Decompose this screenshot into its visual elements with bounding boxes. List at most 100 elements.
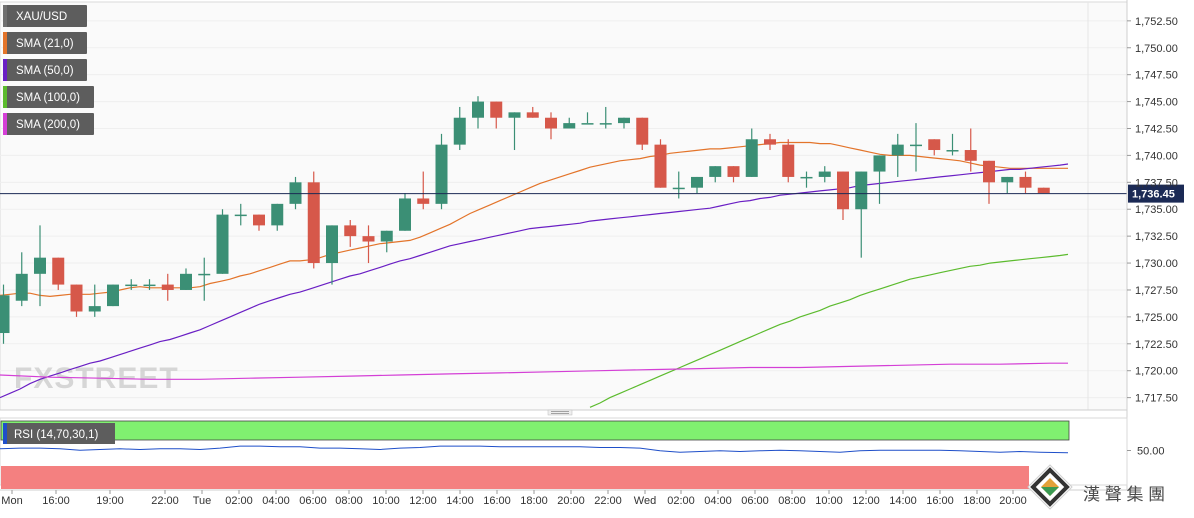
legend-item[interactable]: SMA (200,0) [3, 113, 94, 135]
y-tick-label: 1,735.00 [1135, 204, 1178, 216]
candles [0, 96, 1050, 344]
legend-item[interactable]: SMA (50,0) [3, 59, 87, 81]
rsi-line [0, 445, 1069, 454]
y-tick-label: 1,727.50 [1135, 285, 1178, 297]
y-tick-label: 1,717.50 [1135, 393, 1178, 405]
y-tick-label: 1,737.50 [1135, 177, 1178, 189]
candle [818, 166, 831, 183]
candle [946, 133, 959, 156]
legend-swatch [3, 5, 7, 27]
candle-body [837, 171, 849, 210]
candle [636, 117, 649, 151]
x-tick-label: 12:00 [409, 495, 437, 507]
legend-bg [3, 113, 94, 135]
y-tick-label: 1,732.50 [1135, 231, 1178, 243]
candle-body [508, 112, 521, 118]
candle-body [453, 117, 466, 145]
candle-body [234, 214, 247, 217]
candle-body [727, 166, 740, 177]
candle-body [161, 284, 174, 290]
candle [289, 176, 302, 210]
legend-label: SMA (50,0) [16, 65, 74, 77]
y-tick-label: 1,722.50 [1135, 339, 1178, 351]
legend-bg [3, 86, 94, 108]
candle [1019, 171, 1032, 194]
price-line: 1,736.45 [0, 184, 1184, 203]
legend-bg [3, 59, 87, 81]
candle-body [1037, 187, 1050, 194]
legend-item[interactable]: XAU/USD [3, 5, 87, 27]
candle-body [0, 295, 10, 334]
sma-line-sma-21-0- [0, 141, 1068, 298]
candle-body [636, 117, 649, 145]
candle [691, 176, 703, 194]
y-tick-label: 1,752.50 [1135, 16, 1178, 28]
x-tick-label: 20:00 [557, 495, 585, 507]
candle-body [800, 176, 813, 179]
legend-swatch [3, 113, 7, 135]
rsi-legend-label: RSI (14,70,30,1) [14, 429, 99, 441]
candle [417, 171, 430, 210]
candle [52, 257, 65, 290]
candle [399, 193, 411, 231]
last-price-badge [1128, 184, 1184, 203]
x-tick-label: 02:00 [667, 495, 695, 507]
legend-item[interactable]: SMA (21,0) [3, 32, 87, 54]
candle-body [855, 171, 868, 210]
candle-body [380, 230, 393, 242]
candle [526, 106, 539, 118]
rsi-legend-bg [3, 423, 115, 444]
candle [453, 106, 466, 151]
candle [271, 203, 284, 231]
candle-body [125, 284, 138, 287]
legend-item[interactable]: SMA (100,0) [3, 86, 94, 108]
candle [800, 171, 813, 188]
x-tick-label: 06:00 [741, 495, 769, 507]
candle-body [216, 214, 229, 274]
candle [107, 284, 119, 307]
x-tick-label: Mon [1, 495, 22, 507]
x-tick-label: 10:00 [815, 495, 843, 507]
legend[interactable]: XAU/USD SMA (21,0) SMA (50,0) SMA (100,0) SM… [3, 5, 94, 135]
y-tick-label: 1,725.00 [1135, 312, 1178, 324]
candle [873, 155, 886, 204]
x-tick-label: 04:00 [262, 495, 290, 507]
pane-divider[interactable] [0, 409, 1127, 416]
candle-body [1001, 176, 1014, 183]
candle-body [526, 112, 539, 118]
candle-body [654, 144, 667, 188]
legend-swatch [3, 86, 7, 108]
x-tick-label: 10:00 [372, 495, 400, 507]
pane-resize-handle[interactable] [547, 409, 573, 416]
candle [34, 225, 46, 307]
candle-body [435, 144, 448, 204]
candle [855, 171, 868, 258]
candle-body [709, 166, 722, 177]
candle-body [818, 171, 831, 177]
candle-body [691, 176, 703, 188]
brand-text: 漢 聲 集 團 [1083, 485, 1165, 504]
rsi-oversold-band [1, 466, 1029, 489]
y-tick-label: 1,745.00 [1135, 97, 1178, 109]
candle [125, 279, 138, 290]
x-tick-label: 22:00 [151, 495, 179, 507]
sma-line-sma-100-0- [589, 253, 1069, 408]
candle-body [198, 273, 211, 276]
legend-swatch [3, 32, 7, 54]
candle [253, 214, 265, 231]
candle [216, 209, 229, 274]
candle-body [599, 123, 612, 125]
y-tick-label: 1,720.00 [1135, 366, 1178, 378]
legend-swatch [3, 59, 7, 81]
rsi-pane: RSI (14,70,30,1) 50.00 [0, 417, 1165, 489]
x-tick-label: 19:00 [96, 495, 124, 507]
y-tick-label: 1,747.50 [1135, 70, 1178, 82]
legend-label: SMA (21,0) [16, 38, 74, 50]
x-tick-label: Tue [193, 495, 212, 507]
candle [344, 219, 357, 247]
candle [472, 96, 484, 129]
candle [143, 279, 156, 290]
logo-icon [1027, 464, 1073, 510]
candle-body [873, 155, 886, 172]
main-pane-bg [0, 1, 1128, 411]
